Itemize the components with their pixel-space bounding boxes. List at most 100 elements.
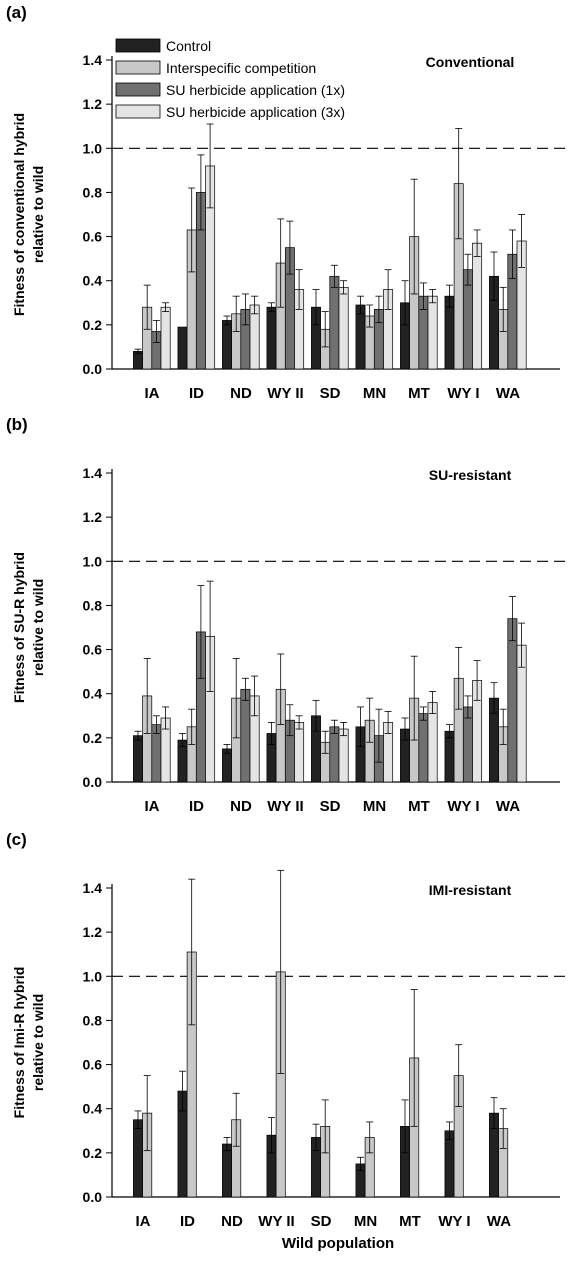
panel-2: (b) SU-resistant 0.0 0.2 0.4 0.6 0.8 1.0 1.2 1.4 F… — [6, 415, 570, 815]
x-tick-label: ND — [221, 1213, 243, 1230]
y-axis-label-line-1: Fitness of Imi-R hybrid — [11, 967, 27, 1119]
y-tick-label: 0.8 — [83, 184, 103, 200]
bar-ia-series-4 — [160, 306, 171, 370]
x-tick-label: ND — [230, 798, 252, 815]
x-tick-label: ID — [189, 385, 204, 402]
y-axis-label-line-1: Fitness of conventional hybrid — [11, 113, 27, 316]
bar-wy-i-series-4 — [472, 242, 483, 370]
y-tick-label: 0.2 — [83, 730, 103, 746]
panel-1: (a) Conventional 0.0 0.2 0.4 0.6 0.8 1.0 1.2 1.4 F… — [6, 3, 570, 402]
y-tick-label: 0.2 — [83, 1145, 103, 1161]
legend-swatch-su-1x — [115, 82, 161, 97]
y-tick-label: 0.6 — [83, 1057, 103, 1073]
x-tick-label: SD — [320, 385, 341, 402]
y-tick-label: 1.4 — [83, 880, 103, 896]
y-tick-label: 1.2 — [83, 924, 103, 940]
y-tick-label: 1.0 — [83, 140, 103, 156]
x-tick-label: MT — [399, 1213, 421, 1230]
bar-ia-series-1 — [133, 735, 143, 783]
bar-mt-series-3 — [418, 713, 429, 783]
panel-label: (b) — [6, 415, 28, 434]
y-tick-label: 1.2 — [83, 509, 103, 525]
x-tick-label: IA — [136, 1213, 151, 1230]
x-tick-label: WA — [496, 798, 520, 815]
panel-title: IMI-resistant — [429, 882, 512, 898]
y-axis-label-line-2: relative to wild — [30, 579, 46, 676]
bar-sd-series-3 — [329, 726, 340, 783]
x-tick-label: WY II — [258, 1213, 294, 1230]
x-tick-label: IA — [145, 798, 160, 815]
x-tick-label: ID — [189, 798, 204, 815]
bar-sd-series-3 — [329, 275, 340, 370]
y-axis-label-line-2: relative to wild — [30, 994, 46, 1091]
legend: Control Interspecific competition SU her… — [115, 38, 345, 120]
legend-label-su-1x: SU herbicide application (1x) — [166, 82, 345, 98]
bar-mt-series-4 — [427, 702, 438, 783]
panel-title: Conventional — [426, 54, 515, 70]
legend-swatch-competition — [115, 60, 161, 75]
x-tick-label: MN — [354, 1213, 377, 1230]
x-tick-label: MN — [363, 385, 386, 402]
legend-label-control: Control — [166, 38, 211, 54]
y-tick-label: 0.0 — [83, 774, 103, 790]
x-axis-label: Wild population — [282, 1235, 394, 1252]
x-tick-label: SD — [311, 1213, 332, 1230]
bar-nd-series-1 — [222, 1143, 232, 1198]
legend-swatch-su-3x — [115, 104, 161, 119]
bar-nd-series-4 — [249, 304, 260, 370]
y-tick-label: 0.8 — [83, 597, 103, 613]
y-tick-label: 1.2 — [83, 96, 103, 112]
y-tick-label: 0.4 — [83, 1101, 103, 1117]
bar-wy-i-series-1 — [444, 1130, 455, 1198]
bar-sd-series-4 — [338, 728, 349, 783]
panel-3: (c) IMI-resistant 0.0 0.2 0.4 0.6 0.8 1.0 1.2 1.4… — [6, 830, 570, 1230]
bar-wa-series-3 — [507, 618, 518, 783]
y-tick-label: 0.6 — [83, 642, 103, 658]
x-tick-label: MN — [363, 798, 386, 815]
x-tick-label: SD — [320, 798, 341, 815]
y-tick-label: 0.0 — [83, 1189, 103, 1205]
x-tick-label: WY I — [438, 1213, 470, 1230]
bar-id-series-1 — [177, 326, 188, 370]
panel-label: (c) — [6, 830, 27, 849]
y-tick-label: 0.8 — [83, 1012, 103, 1028]
panel-label: (a) — [6, 3, 27, 22]
y-tick-label: 1.0 — [83, 553, 103, 569]
y-axis-label-line-2: relative to wild — [30, 166, 46, 263]
bar-wy-ii-series-1 — [266, 306, 277, 370]
bar-ia-series-1 — [133, 350, 143, 370]
legend-label-competition: Interspecific competition — [166, 60, 316, 76]
bar-wy-i-series-1 — [444, 730, 455, 783]
x-tick-label: ID — [180, 1213, 195, 1230]
bar-ia-series-1 — [133, 1119, 143, 1198]
y-axis-label-line-1: Fitness of SU-R hybrid — [11, 552, 27, 703]
y-tick-label: 0.0 — [83, 361, 103, 377]
bar-sd-series-4 — [338, 286, 349, 370]
bar-mn-series-1 — [355, 304, 366, 370]
x-tick-label: WY I — [447, 798, 479, 815]
bar-wy-ii-series-4 — [294, 722, 305, 783]
y-tick-label: 1.4 — [83, 52, 103, 68]
y-tick-label: 0.6 — [83, 229, 103, 245]
y-tick-label: 1.0 — [83, 968, 103, 984]
y-tick-label: 1.4 — [83, 465, 103, 481]
bar-mt-series-4 — [427, 295, 438, 370]
legend-label-su-3x: SU herbicide application (3x) — [166, 104, 345, 120]
panel-title: SU-resistant — [429, 467, 512, 483]
y-tick-label: 0.4 — [83, 686, 103, 702]
y-tick-label: 0.4 — [83, 273, 103, 289]
x-tick-label: WY II — [267, 385, 303, 402]
legend-swatch-control — [115, 38, 161, 53]
bar-nd-series-1 — [222, 320, 232, 370]
x-tick-label: WY II — [267, 798, 303, 815]
x-tick-label: IA — [145, 385, 160, 402]
x-tick-label: WY I — [447, 385, 479, 402]
bar-nd-series-1 — [222, 748, 232, 783]
x-tick-label: WA — [496, 385, 520, 402]
x-tick-label: MT — [408, 798, 430, 815]
y-tick-label: 0.2 — [83, 317, 103, 333]
x-tick-label: MT — [408, 385, 430, 402]
x-tick-label: WA — [487, 1213, 511, 1230]
